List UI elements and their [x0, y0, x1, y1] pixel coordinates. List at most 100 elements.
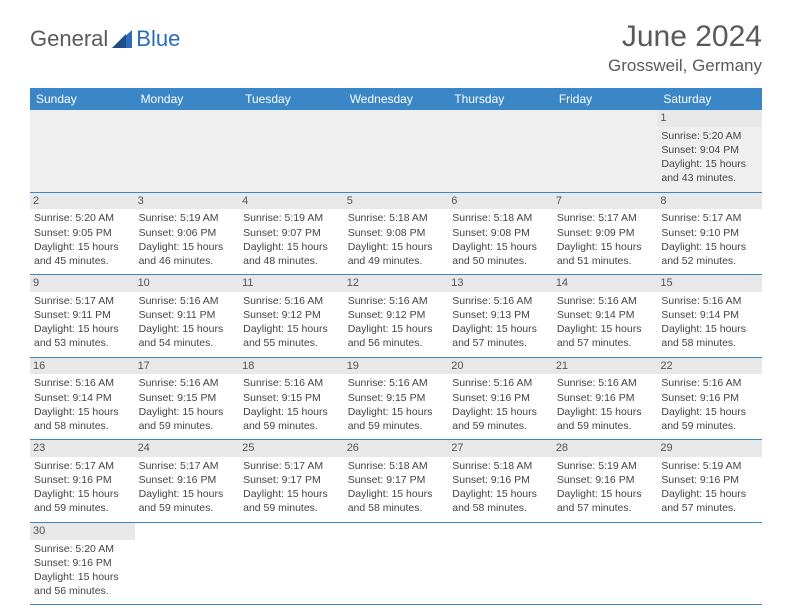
- day-cell: [239, 110, 344, 192]
- daylight-line: Daylight: 15 hours and 59 minutes.: [139, 487, 236, 515]
- sunset-line: Sunset: 9:16 PM: [452, 391, 549, 405]
- month-title: June 2024: [608, 20, 762, 54]
- day-cell: 21Sunrise: 5:16 AMSunset: 9:16 PMDayligh…: [553, 357, 658, 440]
- sunrise-line: Sunrise: 5:17 AM: [557, 211, 654, 225]
- sunset-line: Sunset: 9:16 PM: [557, 473, 654, 487]
- sunrise-line: Sunrise: 5:16 AM: [348, 376, 445, 390]
- sunrise-line: Sunrise: 5:16 AM: [557, 376, 654, 390]
- day-number: 7: [553, 193, 658, 210]
- day-cell: 18Sunrise: 5:16 AMSunset: 9:15 PMDayligh…: [239, 357, 344, 440]
- sunset-line: Sunset: 9:16 PM: [34, 473, 131, 487]
- sunset-line: Sunset: 9:17 PM: [348, 473, 445, 487]
- day-cell: 5Sunrise: 5:18 AMSunset: 9:08 PMDaylight…: [344, 192, 449, 275]
- day-number: 24: [135, 440, 240, 457]
- day-number: 6: [448, 193, 553, 210]
- header: General Blue June 2024 Grossweil, German…: [30, 20, 762, 76]
- daylight-line: Daylight: 15 hours and 50 minutes.: [452, 240, 549, 268]
- daylight-line: Daylight: 15 hours and 54 minutes.: [139, 322, 236, 350]
- day-cell: [553, 522, 658, 605]
- day-cell: 16Sunrise: 5:16 AMSunset: 9:14 PMDayligh…: [30, 357, 135, 440]
- daylight-line: Daylight: 15 hours and 58 minutes.: [661, 322, 758, 350]
- day-number: 2: [30, 193, 135, 210]
- day-cell: [135, 110, 240, 192]
- daylight-line: Daylight: 15 hours and 56 minutes.: [34, 570, 131, 598]
- sunrise-line: Sunrise: 5:16 AM: [348, 294, 445, 308]
- day-cell: [553, 110, 658, 192]
- day-header: Saturday: [657, 88, 762, 110]
- daylight-line: Daylight: 15 hours and 58 minutes.: [34, 405, 131, 433]
- day-cell: 28Sunrise: 5:19 AMSunset: 9:16 PMDayligh…: [553, 440, 658, 523]
- day-number: 16: [30, 358, 135, 375]
- sunset-line: Sunset: 9:14 PM: [34, 391, 131, 405]
- sunset-line: Sunset: 9:04 PM: [661, 143, 758, 157]
- sunrise-line: Sunrise: 5:18 AM: [348, 459, 445, 473]
- sunset-line: Sunset: 9:06 PM: [139, 226, 236, 240]
- logo-text-blue: Blue: [136, 26, 180, 52]
- sunrise-line: Sunrise: 5:17 AM: [34, 459, 131, 473]
- daylight-line: Daylight: 15 hours and 59 minutes.: [34, 487, 131, 515]
- day-number: 14: [553, 275, 658, 292]
- logo-text-general: General: [30, 26, 108, 52]
- daylight-line: Daylight: 15 hours and 59 minutes.: [243, 405, 340, 433]
- sunset-line: Sunset: 9:13 PM: [452, 308, 549, 322]
- daylight-line: Daylight: 15 hours and 58 minutes.: [348, 487, 445, 515]
- day-number: 21: [553, 358, 658, 375]
- day-cell: 24 Sunrise: 5:17 AMSunset: 9:16 PMDayligh…: [135, 440, 240, 523]
- daylight-line: Daylight: 15 hours and 48 minutes.: [243, 240, 340, 268]
- day-number: 25: [239, 440, 344, 457]
- day-number: 4: [239, 193, 344, 210]
- daylight-line: Daylight: 15 hours and 43 minutes.: [661, 157, 758, 185]
- sunset-line: Sunset: 9:15 PM: [243, 391, 340, 405]
- sunrise-line: Sunrise: 5:16 AM: [139, 294, 236, 308]
- sunset-line: Sunset: 9:05 PM: [34, 226, 131, 240]
- day-header: Sunday: [30, 88, 135, 110]
- daylight-line: Daylight: 15 hours and 51 minutes.: [557, 240, 654, 268]
- week-row: 2Sunrise: 5:20 AMSunset: 9:05 PMDaylight…: [30, 192, 762, 275]
- sunset-line: Sunset: 9:14 PM: [661, 308, 758, 322]
- sunset-line: Sunset: 9:08 PM: [348, 226, 445, 240]
- day-cell: 9Sunrise: 5:17 AMSunset: 9:11 PMDaylight…: [30, 275, 135, 358]
- day-cell: [344, 110, 449, 192]
- day-number: 8: [657, 193, 762, 210]
- location: Grossweil, Germany: [608, 56, 762, 76]
- sunrise-line: Sunrise: 5:16 AM: [661, 376, 758, 390]
- day-cell: [448, 522, 553, 605]
- day-number: 26: [344, 440, 449, 457]
- sunrise-line: Sunrise: 5:16 AM: [557, 294, 654, 308]
- sunrise-line: Sunrise: 5:17 AM: [34, 294, 131, 308]
- day-cell: [30, 110, 135, 192]
- sunrise-line: Sunrise: 5:16 AM: [452, 376, 549, 390]
- day-number: 15: [657, 275, 762, 292]
- day-cell: 6Sunrise: 5:18 AMSunset: 9:08 PMDaylight…: [448, 192, 553, 275]
- sunrise-line: Sunrise: 5:18 AM: [348, 211, 445, 225]
- daylight-line: Daylight: 15 hours and 59 minutes.: [243, 487, 340, 515]
- day-cell: 13Sunrise: 5:16 AMSunset: 9:13 PMDayligh…: [448, 275, 553, 358]
- sunrise-line: Sunrise: 5:17 AM: [661, 211, 758, 225]
- day-number: 19: [344, 358, 449, 375]
- day-number: 18: [239, 358, 344, 375]
- day-header: Wednesday: [344, 88, 449, 110]
- day-cell: 26 Sunrise: 5:18 AMSunset: 9:17 PMDayligh…: [344, 440, 449, 523]
- sunrise-line: Sunrise: 5:17 AM: [139, 459, 236, 473]
- sunrise-line: Sunrise: 5:20 AM: [661, 129, 758, 143]
- sunset-line: Sunset: 9:16 PM: [139, 473, 236, 487]
- sunset-line: Sunset: 9:16 PM: [34, 556, 131, 570]
- week-row: 9Sunrise: 5:17 AMSunset: 9:11 PMDaylight…: [30, 275, 762, 358]
- calendar-table: SundayMondayTuesdayWednesdayThursdayFrid…: [30, 88, 762, 605]
- day-cell: 19Sunrise: 5:16 AMSunset: 9:15 PMDayligh…: [344, 357, 449, 440]
- daylight-line: Daylight: 15 hours and 59 minutes.: [661, 405, 758, 433]
- sunset-line: Sunset: 9:07 PM: [243, 226, 340, 240]
- day-number: 28: [553, 440, 658, 457]
- week-row: 23Sunrise: 5:17 AMSunset: 9:16 PMDayligh…: [30, 440, 762, 523]
- sunrise-line: Sunrise: 5:16 AM: [452, 294, 549, 308]
- sunrise-line: Sunrise: 5:16 AM: [243, 376, 340, 390]
- title-block: June 2024 Grossweil, Germany: [608, 20, 762, 76]
- daylight-line: Daylight: 15 hours and 59 minutes.: [348, 405, 445, 433]
- sunrise-line: Sunrise: 5:20 AM: [34, 542, 131, 556]
- day-number: 5: [344, 193, 449, 210]
- day-cell: 17Sunrise: 5:16 AMSunset: 9:15 PMDayligh…: [135, 357, 240, 440]
- day-number: 13: [448, 275, 553, 292]
- daylight-line: Daylight: 15 hours and 56 minutes.: [348, 322, 445, 350]
- day-number: 20: [448, 358, 553, 375]
- week-row: 30Sunrise: 5:20 AMSunset: 9:16 PMDayligh…: [30, 522, 762, 605]
